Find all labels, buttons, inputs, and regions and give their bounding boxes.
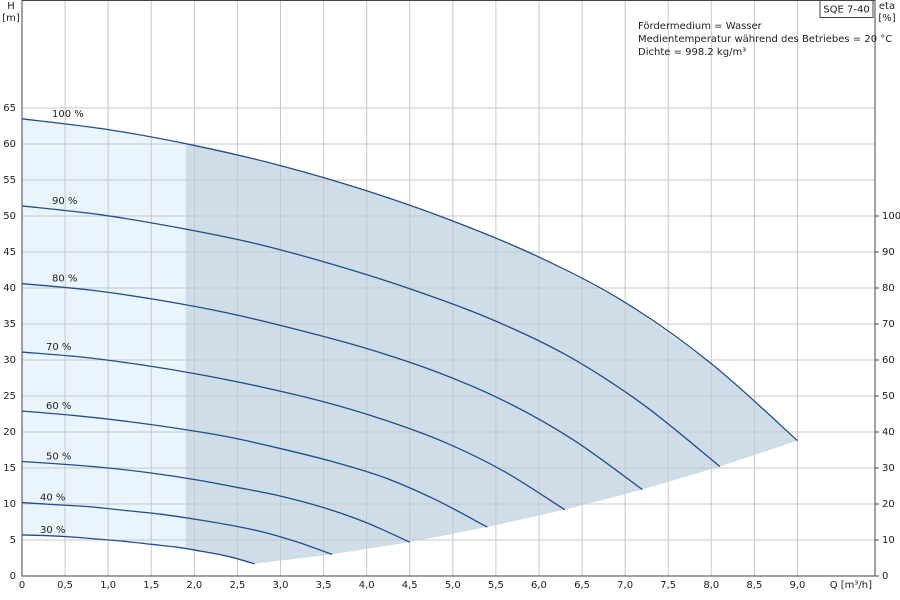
curve-label: 80 % xyxy=(52,274,77,285)
x-tick-label: 8,5 xyxy=(746,580,762,591)
x-tick-label: 0,5 xyxy=(57,580,73,591)
y-tick-label: 25 xyxy=(3,391,16,402)
y2-tick-label: 30 xyxy=(882,463,895,474)
y-tick-label: 65 xyxy=(3,103,16,114)
x-tick-label: 7,0 xyxy=(617,580,633,591)
y2-tick-label: 20 xyxy=(882,499,895,510)
area-recommended xyxy=(185,143,798,564)
speed-curve xyxy=(21,283,643,491)
y2-tick-label: 80 xyxy=(882,283,895,294)
title-box xyxy=(819,0,874,18)
annotation: Dichte = 998.2 kg/m³ xyxy=(638,47,746,58)
curve-label: 50 % xyxy=(46,452,71,463)
y2-tick-label: 50 xyxy=(882,391,895,402)
x-tick-label: 0 xyxy=(19,580,25,591)
speed-curve xyxy=(21,351,566,511)
x-tick-label: 4,5 xyxy=(402,580,418,591)
annotation: Fördermedium = Wasser xyxy=(638,21,763,32)
y2-tick-label: 40 xyxy=(882,427,895,438)
x-tick-label: 1,0 xyxy=(100,580,116,591)
y2-tick-label: 10 xyxy=(882,535,895,546)
x-tick-label: 2,0 xyxy=(186,580,202,591)
speed-curve xyxy=(21,460,410,543)
y-tick-label: 5 xyxy=(10,535,16,546)
y2-tick-label: 100 xyxy=(882,211,900,222)
y-tick-label: 50 xyxy=(3,211,16,222)
curve-label: 40 % xyxy=(40,493,65,504)
curve-label: 70 % xyxy=(46,342,71,353)
x-tick-label: 9,0 xyxy=(790,580,806,591)
title: SQE 7-40 xyxy=(823,5,869,16)
y-tick-label: 40 xyxy=(3,283,16,294)
x-tick-label: 3,5 xyxy=(316,580,332,591)
y2-axis-label: eta xyxy=(879,1,895,12)
speed-curve xyxy=(21,501,333,556)
x-tick-label: 5,0 xyxy=(445,580,461,591)
y-axis-label: H xyxy=(7,1,15,12)
curve-label: 30 % xyxy=(40,525,65,536)
speed-curve xyxy=(21,205,721,468)
x-tick-label: 1,5 xyxy=(143,580,159,591)
plot-frame xyxy=(21,0,876,577)
x-tick-label: 7,5 xyxy=(660,580,676,591)
curve-label: 60 % xyxy=(46,401,71,412)
curve-label: 100 % xyxy=(52,109,84,120)
curve-label: 90 % xyxy=(52,196,77,207)
x-tick-label: 3,0 xyxy=(273,580,289,591)
x-axis-label: Q [m³/h] xyxy=(830,580,872,591)
y-tick-label: 35 xyxy=(3,319,16,330)
y2-axis-unit: [%] xyxy=(878,13,895,24)
annotation: Medientemperatur während des Betriebes =… xyxy=(638,34,892,45)
y-tick-label: 20 xyxy=(3,427,16,438)
y-tick-label: 15 xyxy=(3,463,16,474)
y-tick-label: 60 xyxy=(3,139,16,150)
y-tick-label: 55 xyxy=(3,175,16,186)
y2-tick-label: 90 xyxy=(882,247,895,258)
y-tick-label: 0 xyxy=(10,571,16,582)
y2-tick-label: 60 xyxy=(882,355,895,366)
x-tick-label: 8,0 xyxy=(703,580,719,591)
y-tick-label: 45 xyxy=(3,247,16,258)
x-tick-label: 6,0 xyxy=(531,580,547,591)
speed-curve xyxy=(21,534,255,565)
x-tick-label: 5,5 xyxy=(488,580,504,591)
speed-curve xyxy=(21,410,488,528)
y-tick-label: 30 xyxy=(3,355,16,366)
area-light xyxy=(22,118,186,549)
speed-curve xyxy=(21,118,798,442)
x-tick-label: 4,0 xyxy=(359,580,375,591)
x-tick-label: 2,5 xyxy=(229,580,245,591)
x-tick-label: 6,5 xyxy=(574,580,590,591)
y2-tick-label: 0 xyxy=(882,571,888,582)
y2-tick-label: 70 xyxy=(882,319,895,330)
y-axis-unit: [m] xyxy=(2,13,20,24)
y-tick-label: 10 xyxy=(3,499,16,510)
